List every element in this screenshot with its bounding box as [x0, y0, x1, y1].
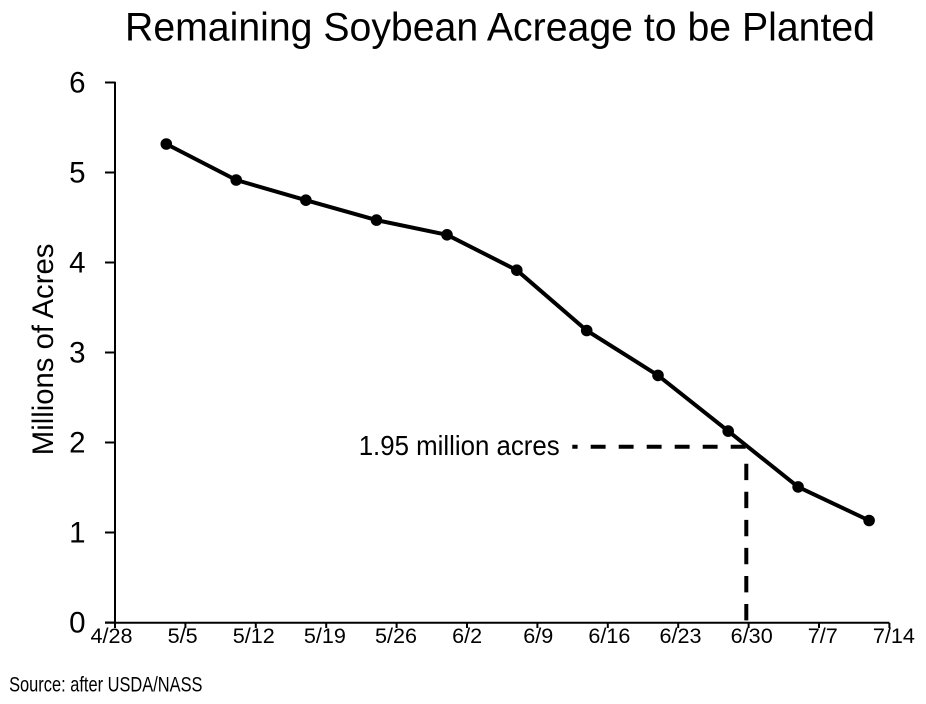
svg-text:6: 6: [69, 67, 85, 100]
svg-text:5/12: 5/12: [233, 623, 275, 648]
svg-text:3: 3: [69, 337, 85, 370]
svg-text:6/16: 6/16: [588, 623, 630, 648]
svg-text:4: 4: [69, 247, 85, 280]
svg-text:4/28: 4/28: [90, 623, 132, 648]
svg-text:5: 5: [69, 157, 85, 190]
svg-text:6/2: 6/2: [452, 623, 482, 648]
svg-text:6/23: 6/23: [659, 623, 701, 648]
svg-text:5/5: 5/5: [168, 623, 198, 648]
svg-text:5/19: 5/19: [304, 623, 346, 648]
svg-text:2: 2: [69, 427, 85, 460]
svg-text:7/7: 7/7: [808, 623, 838, 648]
svg-text:6/30: 6/30: [731, 623, 773, 648]
svg-text:1: 1: [69, 517, 85, 550]
svg-text:7/14: 7/14: [873, 623, 915, 648]
svg-text:Source: after USDA/NASS: Source: after USDA/NASS: [9, 674, 202, 697]
svg-text:0: 0: [69, 607, 85, 640]
svg-text:6/9: 6/9: [523, 623, 553, 648]
svg-text:Millions of Acres: Millions of Acres: [27, 244, 60, 456]
svg-text:Remaining Soybean Acreage to b: Remaining Soybean Acreage to be Planted: [125, 4, 875, 49]
svg-text:1.95 million acres: 1.95 million acres: [359, 430, 560, 461]
svg-text:5/26: 5/26: [375, 623, 417, 648]
